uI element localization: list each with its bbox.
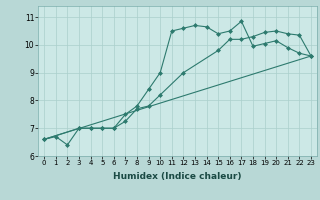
- X-axis label: Humidex (Indice chaleur): Humidex (Indice chaleur): [113, 172, 242, 181]
